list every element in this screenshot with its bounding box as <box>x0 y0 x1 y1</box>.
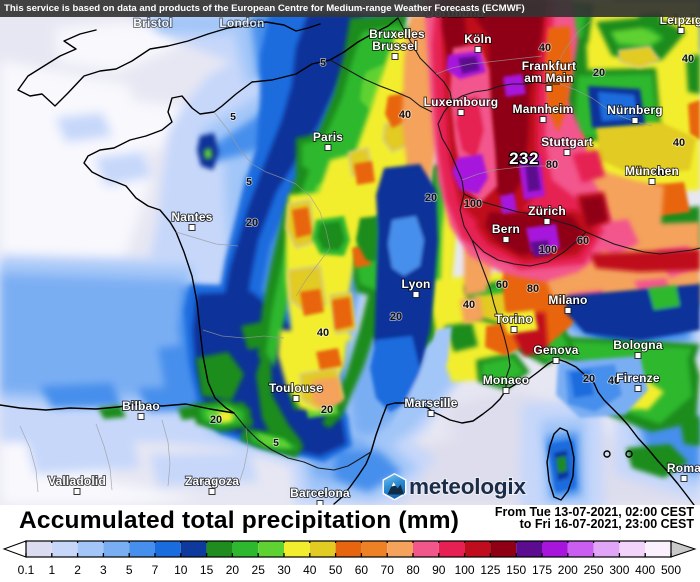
svg-text:40: 40 <box>303 563 317 577</box>
svg-text:40: 40 <box>539 42 551 54</box>
svg-text:15: 15 <box>200 563 214 577</box>
svg-text:Genova: Genova <box>533 343 578 357</box>
svg-text:60: 60 <box>496 279 508 291</box>
svg-text:40: 40 <box>317 327 329 339</box>
svg-text:Barcelona: Barcelona <box>290 486 350 500</box>
svg-text:100: 100 <box>464 198 482 210</box>
svg-text:Bristol: Bristol <box>133 16 172 30</box>
svg-text:Bologna: Bologna <box>613 338 663 352</box>
svg-text:3: 3 <box>100 563 107 577</box>
svg-text:Monaco: Monaco <box>483 373 530 387</box>
svg-text:5: 5 <box>273 437 279 449</box>
svg-text:Brussel: Brussel <box>372 39 417 53</box>
svg-text:Bruxelles: Bruxelles <box>369 27 425 41</box>
svg-text:250: 250 <box>584 563 604 577</box>
svg-text:Zürich: Zürich <box>528 204 566 218</box>
svg-text:5: 5 <box>246 176 252 188</box>
svg-text:Luxembourg: Luxembourg <box>424 95 499 109</box>
svg-text:7: 7 <box>152 563 159 577</box>
svg-text:Milano: Milano <box>548 293 587 307</box>
svg-text:150: 150 <box>506 563 526 577</box>
svg-text:70: 70 <box>381 563 395 577</box>
svg-text:125: 125 <box>480 563 500 577</box>
svg-text:25: 25 <box>252 563 266 577</box>
svg-text:0.1: 0.1 <box>18 563 35 577</box>
svg-text:300: 300 <box>609 563 629 577</box>
svg-text:400: 400 <box>635 563 655 577</box>
svg-text:80: 80 <box>406 563 420 577</box>
svg-text:Stuttgart: Stuttgart <box>541 135 593 149</box>
svg-text:Bilbao: Bilbao <box>122 399 160 413</box>
svg-text:60: 60 <box>355 563 369 577</box>
svg-text:20: 20 <box>425 192 437 204</box>
svg-text:Nantes: Nantes <box>171 210 212 224</box>
svg-text:20: 20 <box>583 373 595 385</box>
svg-text:50: 50 <box>329 563 343 577</box>
svg-text:20: 20 <box>246 217 258 229</box>
svg-text:80: 80 <box>546 159 558 171</box>
svg-text:100: 100 <box>539 244 557 256</box>
svg-text:30: 30 <box>277 563 291 577</box>
svg-text:20: 20 <box>210 414 222 426</box>
svg-text:232: 232 <box>509 149 539 168</box>
svg-text:40: 40 <box>682 53 694 65</box>
svg-text:175: 175 <box>532 563 552 577</box>
svg-text:meteologix: meteologix <box>409 474 526 499</box>
svg-text:500: 500 <box>661 563 681 577</box>
svg-text:Roma: Roma <box>667 461 700 475</box>
svg-text:Toulouse: Toulouse <box>269 381 323 395</box>
svg-text:40: 40 <box>654 167 666 179</box>
svg-text:5: 5 <box>230 111 236 123</box>
svg-text:Bern: Bern <box>492 222 520 236</box>
svg-text:60: 60 <box>577 235 589 247</box>
svg-text:20: 20 <box>226 563 240 577</box>
svg-text:München: München <box>625 164 679 178</box>
svg-text:2: 2 <box>74 563 81 577</box>
svg-text:Köln: Köln <box>464 32 491 46</box>
svg-text:20: 20 <box>390 311 402 323</box>
svg-text:Mannheim: Mannheim <box>513 102 574 116</box>
svg-text:5: 5 <box>320 57 326 69</box>
svg-text:am Main: am Main <box>524 71 573 85</box>
svg-text:5: 5 <box>126 563 133 577</box>
svg-text:40: 40 <box>463 299 475 311</box>
svg-text:London: London <box>219 16 264 30</box>
svg-text:Firenze: Firenze <box>616 371 660 385</box>
svg-text:80: 80 <box>527 283 539 295</box>
svg-text:Marseille: Marseille <box>404 396 457 410</box>
svg-text:40: 40 <box>608 375 620 387</box>
svg-text:100: 100 <box>455 563 475 577</box>
svg-text:Lyon: Lyon <box>401 277 430 291</box>
svg-text:Frankfurt: Frankfurt <box>522 59 576 73</box>
svg-text:Torino: Torino <box>495 312 533 326</box>
svg-text:Nürnberg: Nürnberg <box>607 103 663 117</box>
svg-text:10: 10 <box>174 563 188 577</box>
svg-text:40: 40 <box>399 109 411 121</box>
svg-text:40: 40 <box>673 137 685 149</box>
svg-text:200: 200 <box>558 563 578 577</box>
svg-text:Valladolid: Valladolid <box>48 474 106 488</box>
svg-text:90: 90 <box>432 563 446 577</box>
svg-text:1: 1 <box>48 563 55 577</box>
svg-text:20: 20 <box>321 404 333 416</box>
svg-text:Zaragoza: Zaragoza <box>185 474 239 488</box>
svg-text:Paris: Paris <box>313 130 343 144</box>
svg-text:20: 20 <box>593 67 605 79</box>
